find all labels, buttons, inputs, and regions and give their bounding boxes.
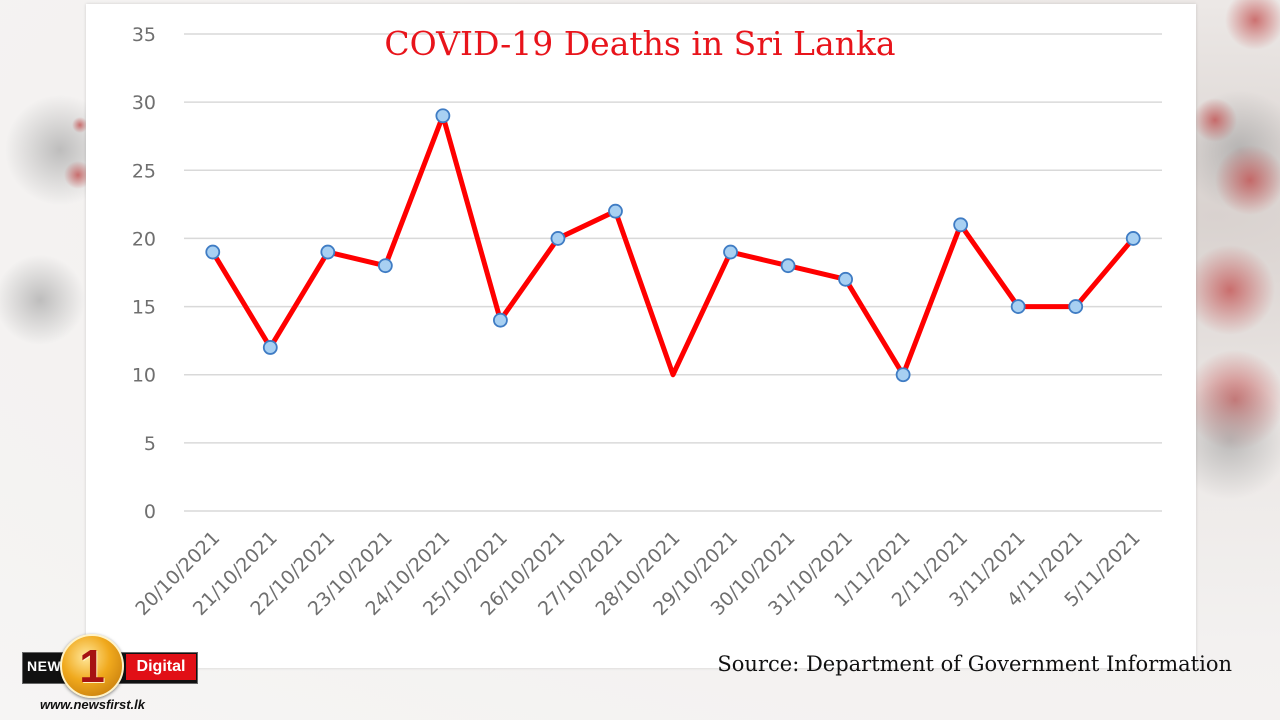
- data-point-31/10/2021: [838, 271, 853, 287]
- line-chart: 0 5 10 15 20 25 30 35 20/10/202121/10/202122/10…: [131, 24, 1162, 620]
- source-caption: Source: Department of Government Informa…: [717, 652, 1232, 676]
- y-tick-label: 10: [132, 365, 156, 387]
- gridlines: [184, 33, 1162, 512]
- series-line: [210, 113, 1136, 378]
- y-tick-label: 15: [132, 297, 156, 319]
- data-point-22/10/2021: [320, 244, 336, 260]
- logo-digital-text: Digital: [126, 654, 196, 680]
- data-point-30/10/2021: [780, 258, 796, 274]
- logo-emblem-icon: 1: [60, 634, 124, 698]
- chart-title: COVID-19 Deaths in Sri Lanka: [384, 24, 895, 63]
- data-point-20/10/2021: [205, 244, 221, 260]
- series-markers: [205, 108, 1141, 383]
- y-tick-label: 5: [144, 433, 156, 455]
- data-point-25/10/2021: [493, 312, 508, 328]
- y-axis-ticks: 0 5 10 15 20 25 30 35: [132, 24, 156, 523]
- data-point-1/11/2021: [895, 367, 911, 383]
- data-point-3/11/2021: [1010, 299, 1026, 314]
- chart-panel: 0 5 10 15 20 25 30 35 20/10/2021 21/10/2021 22/10…: [86, 4, 1196, 668]
- y-tick-label: 25: [132, 160, 156, 182]
- data-point-23/10/2021: [377, 258, 393, 274]
- data-point-24/10/2021: [435, 108, 451, 124]
- logo-one-text: 1: [79, 640, 105, 692]
- logo-news-text: NEWS: [27, 658, 71, 674]
- data-point-5/11/2021: [1125, 231, 1141, 246]
- logo-url: www.newsfirst.lk: [40, 697, 145, 712]
- data-point-26/10/2021: [550, 231, 566, 246]
- data-point-27/10/2021: [608, 203, 623, 219]
- x-axis-ticks: 20/10/202121/10/202122/10/202123/10/2021…: [131, 527, 1144, 620]
- data-point-2/11/2021: [953, 217, 969, 233]
- y-tick-label: 30: [132, 92, 156, 114]
- data-point-4/11/2021: [1068, 299, 1084, 314]
- y-tick-label: 0: [144, 501, 156, 523]
- y-tick-label: 20: [132, 228, 156, 250]
- data-point-21/10/2021: [262, 340, 278, 355]
- data-point-29/10/2021: [723, 244, 738, 260]
- newsfirst-logo: NEWS st Digital 1 www.newsfirst.lk: [22, 634, 202, 714]
- y-tick-label: 35: [132, 24, 156, 46]
